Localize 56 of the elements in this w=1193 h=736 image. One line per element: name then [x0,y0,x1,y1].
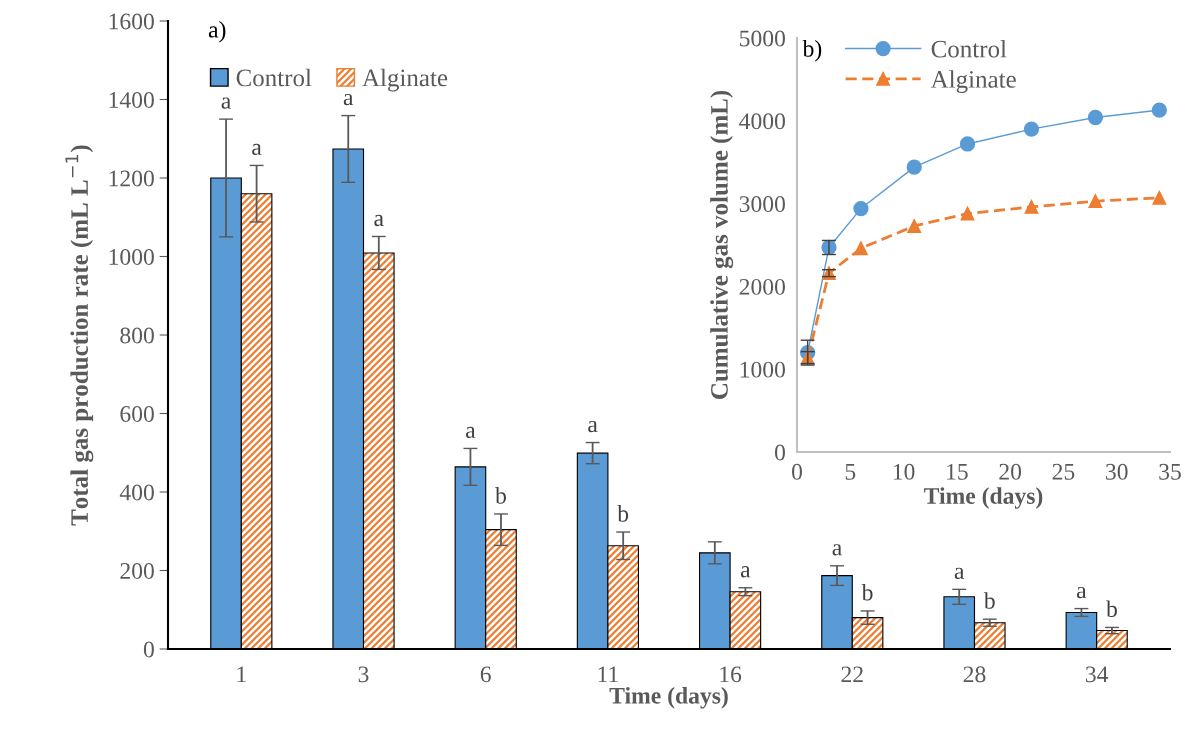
y-axis-title: Total gas production rate (mL L$^{−1}$) [65,145,94,526]
annotation: a [1077,586,1087,599]
x-tick-label: 11 [598,666,618,683]
y-tick-label: 1000 [740,361,785,378]
y-tick-label: 0 [143,641,154,658]
y-tick-label: 4000 [739,113,785,130]
annotation: a [343,93,354,106]
y-tick-label: 1000 [109,248,154,265]
x-tick-label: 34 [1086,666,1109,683]
x-tick-label: 22 [841,666,863,683]
x-tick-label: 28 [963,666,986,683]
y-tick-label: 400 [119,484,154,501]
chart-title: b) [802,40,822,62]
chart-title: a) [208,21,226,43]
y-tick-label: 0 [774,444,785,461]
annotation: b [495,487,506,504]
y-axis-title: Cumulative gas volume (mL) [710,90,734,399]
legend-label: Control [931,39,1007,58]
annotation: b [861,583,873,601]
x-tick-label: 25 [1052,463,1075,480]
x-tick-label: 20 [999,463,1022,480]
annotation: a [740,566,751,578]
annotation: a [221,97,231,109]
legend-label: Control [236,68,312,87]
annotation: a [588,420,598,433]
annotation: a [954,567,965,579]
x-tick-label: 10 [893,463,915,480]
x-tick-label: 16 [720,666,742,683]
x-tick-label: 6 [480,666,491,683]
x-tick-label: 1 [237,666,246,683]
y-tick-label: 2000 [739,278,785,295]
annotation: a [466,426,476,439]
y-tick-label: 1400 [109,91,154,108]
annotation: b [617,505,629,522]
y-tick-label: 5000 [740,30,785,47]
x-tick-label: 30 [1106,463,1128,480]
x-tick-label: 35 [1159,463,1181,480]
x-tick-label: 15 [947,463,968,480]
y-tick-label: 1600 [109,13,154,30]
annotation: a [374,214,384,227]
y-tick-label: 200 [120,562,154,579]
y-tick-label: 3000 [739,196,785,213]
x-tick-label: 3 [358,666,369,683]
annotation: a [832,544,842,556]
annotation: b [983,592,995,609]
x-tick-label: 5 [845,464,856,480]
legend-label: Alginate [362,68,448,92]
x-tick-label: 0 [792,463,802,480]
legend-label: Alginate [930,70,1016,94]
y-tick-label: 800 [120,327,154,344]
annotation: b [1106,600,1117,618]
y-tick-label: 600 [120,405,154,422]
annotation: a [252,143,262,156]
y-tick-label: 1200 [109,170,154,187]
x-axis-title: Time (days) [924,487,1043,509]
x-axis-title: Time (days) [609,687,728,709]
